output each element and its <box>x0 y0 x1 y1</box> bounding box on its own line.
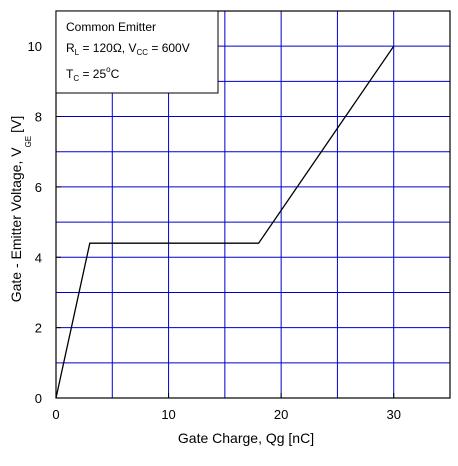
y-tick-label: 0 <box>35 391 42 406</box>
x-tick-labels: 0 10 20 30 <box>52 407 401 422</box>
legend-rl: R <box>66 41 75 55</box>
y-tick-label: 4 <box>35 250 42 265</box>
legend-line-3: TC = 25oC <box>66 65 120 83</box>
x-axis-label: Gate Charge, Qg [nC] <box>178 430 314 446</box>
legend-celsius: C <box>111 67 120 81</box>
legend-rl-value: = 120Ω, V <box>79 41 136 55</box>
x-tick-label: 20 <box>274 407 288 422</box>
x-tick-label: 10 <box>161 407 175 422</box>
y-axis-label-unit: [V] <box>8 116 24 133</box>
plot-frame <box>55 10 451 399</box>
legend-tc: T <box>66 67 74 81</box>
grid-lines <box>56 11 450 398</box>
svg-text:Gate - Emitter Voltage, VGE[V]: Gate - Emitter Voltage, VGE[V] <box>8 116 33 303</box>
series-group <box>55 45 395 399</box>
y-axis-label-sub: GE <box>24 136 33 148</box>
legend-line-2: RL = 120Ω, VCC = 600V <box>66 41 190 57</box>
legend-tc-value: = 25 <box>79 67 106 81</box>
legend-line-1: Common Emitter <box>66 20 156 34</box>
y-axis-label-main: Gate - Emitter Voltage, V <box>8 147 24 303</box>
x-tick-label: 30 <box>386 407 400 422</box>
x-tick-label: 0 <box>52 407 59 422</box>
y-tick-label: 6 <box>35 180 42 195</box>
legend-tc-sub: C <box>73 74 79 83</box>
legend-degree: o <box>106 65 111 74</box>
y-axis-label: Gate - Emitter Voltage, VGE[V] <box>8 116 33 303</box>
legend: Common Emitter RL = 120Ω, VCC = 600V TC … <box>55 10 219 94</box>
series-line <box>55 45 395 399</box>
legend-box <box>55 10 219 94</box>
legend-vcc-sub: CC <box>136 48 148 57</box>
y-tick-label: 8 <box>35 110 42 125</box>
y-tick-labels: 0 2 4 6 8 10 <box>28 39 42 406</box>
y-tick-label: 10 <box>28 39 42 54</box>
legend-vcc-value: = 600V <box>148 41 190 55</box>
y-tick-label: 2 <box>35 321 42 336</box>
legend-rl-sub: L <box>75 48 80 57</box>
